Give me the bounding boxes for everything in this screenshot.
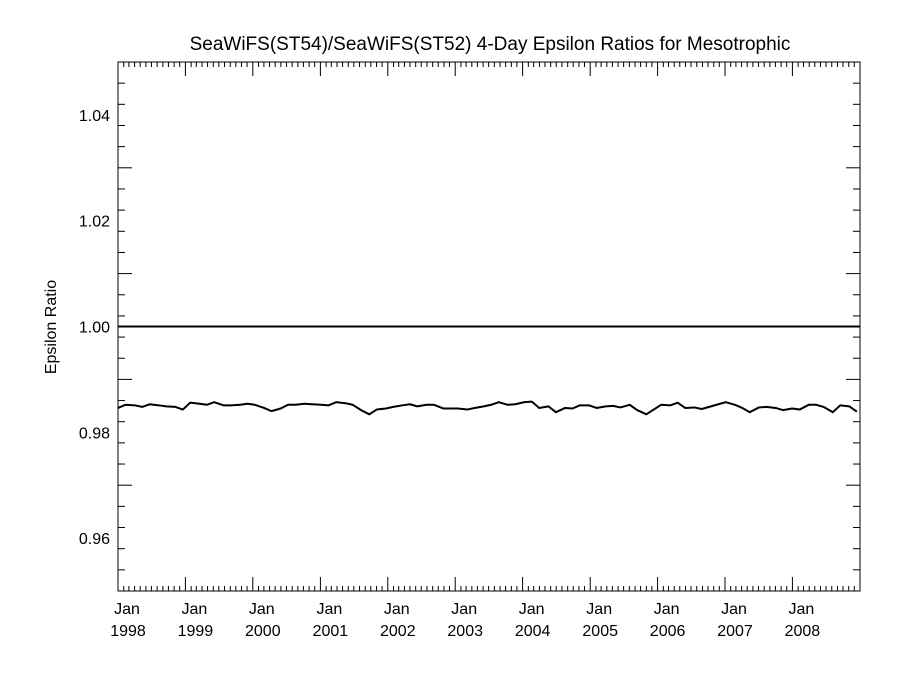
x-tick-month-label-8: Jan: [654, 601, 680, 618]
x-tick-year-label-2: 2000: [245, 623, 281, 640]
x-tick-month-label-2: Jan: [249, 601, 275, 618]
x-tick-month-label-9: Jan: [721, 601, 747, 618]
x-tick-month-label-1: Jan: [182, 601, 208, 618]
y-axis-label: Epsilon Ratio: [43, 280, 60, 374]
x-tick-year-label-3: 2001: [313, 623, 349, 640]
x-tick-year-label-4: 2002: [380, 623, 416, 640]
x-tick-year-label-5: 2003: [447, 623, 483, 640]
x-tick-month-label-4: Jan: [384, 601, 410, 618]
chart-title: SeaWiFS(ST54)/SeaWiFS(ST52) 4-Day Epsilo…: [190, 34, 791, 55]
x-tick-year-label-10: 2008: [785, 623, 821, 640]
y-tick-label-4: 1.04: [79, 108, 110, 125]
x-tick-year-label-6: 2004: [515, 623, 551, 640]
series-line-1: [117, 400, 858, 416]
x-tick-year-label-9: 2007: [717, 623, 753, 640]
x-tick-year-label-1: 1999: [178, 623, 214, 640]
y-tick-label-2: 1.00: [79, 320, 110, 337]
x-tick-year-label-8: 2006: [650, 623, 686, 640]
x-axis-tick-labels: Jan 1998 Jan 1999 Jan 2000 Jan 2001 Jan 2002 Jan 20…: [110, 601, 820, 640]
x-tick-month-label-3: Jan: [317, 601, 343, 618]
y-tick-label-1: 0.98: [79, 425, 110, 442]
x-tick-year-label-7: 2005: [582, 623, 618, 640]
x-tick-month-label-5: Jan: [451, 601, 477, 618]
x-axis-ticks: [117, 62, 855, 591]
x-tick-year-label-0: 1998: [110, 623, 146, 640]
series-group: [117, 400, 858, 416]
x-tick-month-label-0: Jan: [114, 601, 140, 618]
y-axis-tick-labels: 0.96 0.98 1.00 1.02 1.04: [79, 108, 110, 548]
y-tick-label-3: 1.02: [79, 214, 110, 231]
x-tick-month-label-10: Jan: [789, 601, 815, 618]
x-tick-month-label-6: Jan: [519, 601, 545, 618]
y-tick-label-0: 0.96: [79, 531, 110, 548]
y-axis-ticks: [118, 61, 860, 592]
x-tick-month-label-7: Jan: [586, 601, 612, 618]
